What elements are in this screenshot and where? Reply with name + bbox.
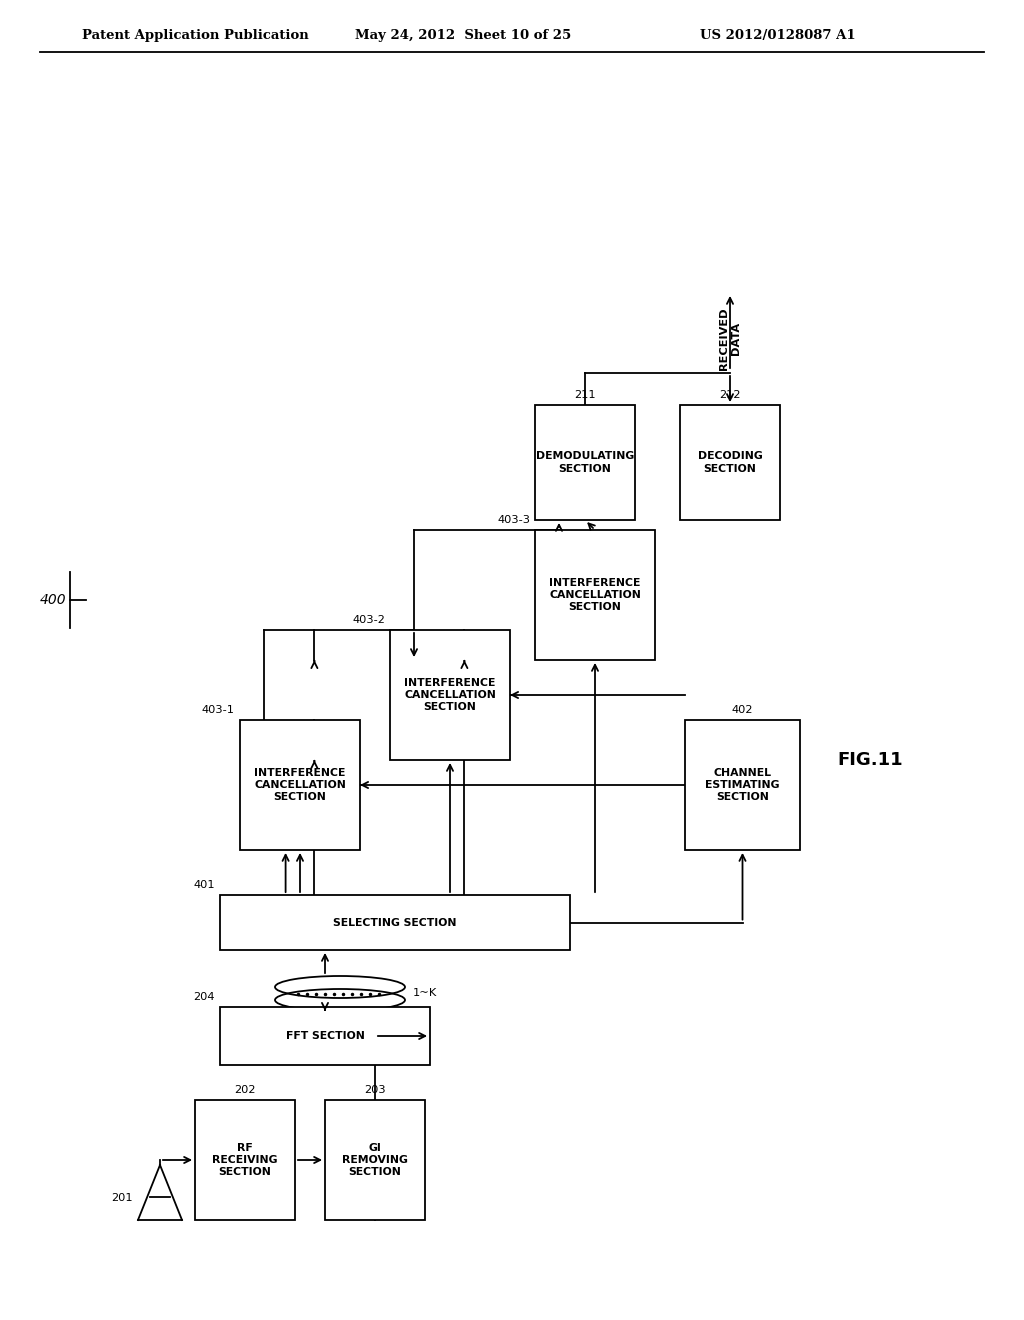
Text: 403-3: 403-3: [497, 515, 530, 525]
Text: INTERFERENCE
CANCELLATION
SECTION: INTERFERENCE CANCELLATION SECTION: [549, 578, 641, 612]
Bar: [535, 405, 635, 520]
Bar: [220, 1007, 430, 1065]
Bar: [240, 719, 360, 850]
Text: CHANNEL
ESTIMATING
SECTION: CHANNEL ESTIMATING SECTION: [706, 768, 779, 803]
Text: GI
REMOVING
SECTION: GI REMOVING SECTION: [342, 1143, 408, 1177]
Text: FIG.11: FIG.11: [838, 751, 903, 770]
Text: DEMODULATING
SECTION: DEMODULATING SECTION: [536, 451, 634, 474]
Text: 201: 201: [112, 1193, 133, 1203]
Bar: [680, 405, 780, 520]
Text: 202: 202: [234, 1085, 256, 1096]
Bar: [390, 630, 510, 760]
Text: 1~K: 1~K: [413, 989, 437, 998]
Text: SELECTING SECTION: SELECTING SECTION: [333, 917, 457, 928]
Text: RECEIVED
DATA: RECEIVED DATA: [719, 308, 740, 370]
Bar: [220, 895, 570, 950]
Text: 400: 400: [39, 593, 66, 607]
Text: 211: 211: [574, 389, 596, 400]
Bar: [685, 719, 800, 850]
Text: 203: 203: [365, 1085, 386, 1096]
Text: 401: 401: [194, 880, 215, 890]
Bar: [535, 531, 655, 660]
Text: DECODING
SECTION: DECODING SECTION: [697, 451, 763, 474]
Text: US 2012/0128087 A1: US 2012/0128087 A1: [700, 29, 856, 41]
Text: INTERFERENCE
CANCELLATION
SECTION: INTERFERENCE CANCELLATION SECTION: [254, 768, 346, 803]
Text: Patent Application Publication: Patent Application Publication: [82, 29, 309, 41]
Text: FFT SECTION: FFT SECTION: [286, 1031, 365, 1041]
Text: 403-1: 403-1: [202, 705, 234, 715]
Text: RF
RECEIVING
SECTION: RF RECEIVING SECTION: [212, 1143, 278, 1177]
Text: INTERFERENCE
CANCELLATION
SECTION: INTERFERENCE CANCELLATION SECTION: [404, 677, 496, 713]
Text: 204: 204: [194, 993, 215, 1002]
Text: 403-2: 403-2: [352, 615, 385, 624]
Text: May 24, 2012  Sheet 10 of 25: May 24, 2012 Sheet 10 of 25: [355, 29, 571, 41]
Text: 212: 212: [719, 389, 740, 400]
Text: 402: 402: [732, 705, 754, 715]
Bar: [195, 1100, 295, 1220]
Bar: [325, 1100, 425, 1220]
